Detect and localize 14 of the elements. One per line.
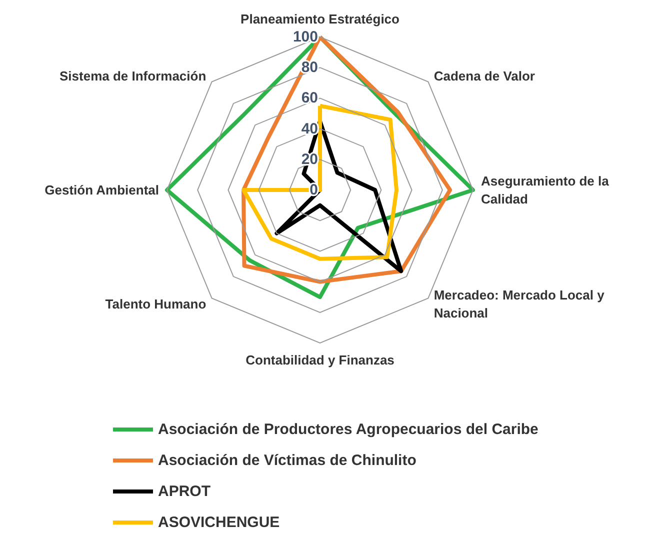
spoke-label: Aseguramiento de la Calidad [481, 174, 610, 206]
y-tick-label: 60 [301, 90, 318, 107]
legend-label: Asociación de Productores Agropecuarios del Caribe [158, 421, 538, 438]
spoke-label: Sistema de Información [60, 68, 206, 84]
spoke-label: Planeamiento Estratégico [240, 12, 400, 27]
legend-label: ASOVICHENGUE [158, 514, 280, 531]
spoke-label: Cadena de Valor [434, 68, 535, 84]
spoke-label: Contabilidad y Finanzas [246, 352, 394, 368]
legend-label: Asociación de Víctimas de Chinulito [158, 452, 416, 469]
y-tick-label: 100 [292, 28, 318, 46]
spoke-label: Talento Humano [105, 296, 206, 312]
spoke-label: Mercadeo: Mercado Local y Nacional [434, 287, 606, 320]
legend-label: APROT [158, 483, 210, 500]
spoke-label: Gestión Ambiental [44, 182, 159, 198]
